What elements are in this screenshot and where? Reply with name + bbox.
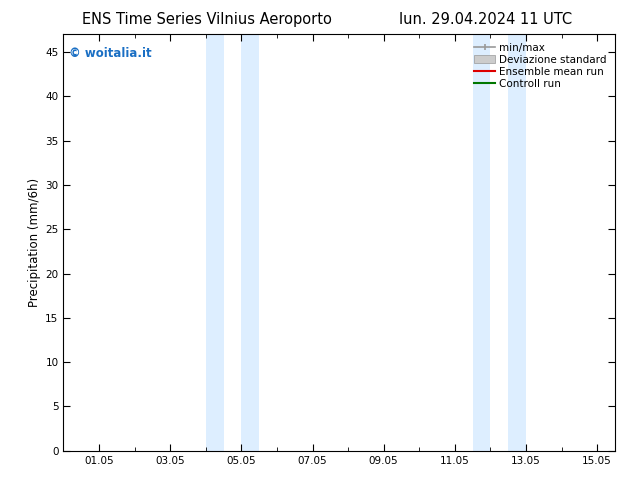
Text: © woitalia.it: © woitalia.it [69, 47, 152, 60]
Y-axis label: Precipitation (mm/6h): Precipitation (mm/6h) [28, 178, 41, 307]
Text: ENS Time Series Vilnius Aeroporto: ENS Time Series Vilnius Aeroporto [82, 12, 332, 27]
Text: lun. 29.04.2024 11 UTC: lun. 29.04.2024 11 UTC [399, 12, 573, 27]
Bar [472, 34, 491, 451]
Bar [508, 34, 526, 451]
Bar [206, 34, 224, 451]
Bar [242, 34, 259, 451]
Legend: min/max, Deviazione standard, Ensemble mean run, Controll run: min/max, Deviazione standard, Ensemble m… [471, 40, 610, 92]
